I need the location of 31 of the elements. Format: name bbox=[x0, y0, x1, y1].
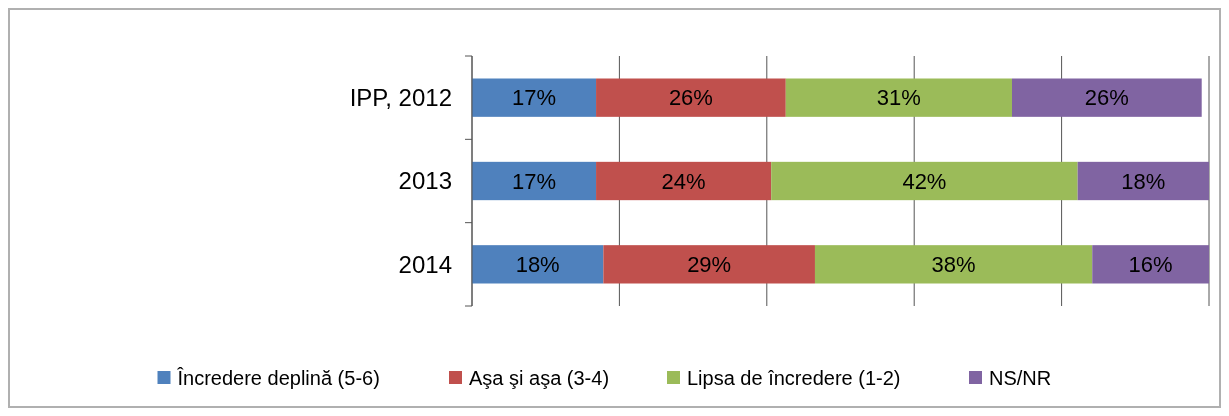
data-label: 31% bbox=[876, 85, 921, 111]
legend-label: Lipsa de încredere (1-2) bbox=[687, 367, 901, 389]
legend-label: Aşa şi aşa (3-4) bbox=[469, 367, 610, 389]
data-label: 18% bbox=[1121, 168, 1166, 194]
y-tick-label: 2013 bbox=[398, 167, 452, 195]
bar bbox=[472, 245, 604, 284]
bar bbox=[603, 245, 815, 284]
bar bbox=[814, 245, 1093, 284]
data-label: 26% bbox=[1084, 85, 1129, 111]
bar bbox=[771, 161, 1078, 201]
bar bbox=[472, 78, 597, 117]
data-label: 24% bbox=[661, 168, 706, 194]
bar bbox=[596, 161, 772, 201]
legend-label: Încredere deplină (5-6) bbox=[176, 367, 380, 389]
bar bbox=[596, 78, 786, 117]
legend-label: NS/NR bbox=[989, 367, 1052, 389]
data-label: 26% bbox=[668, 85, 713, 111]
data-label: 16% bbox=[1128, 252, 1173, 278]
y-tick-label: 2014 bbox=[398, 250, 452, 278]
bar bbox=[1092, 245, 1209, 284]
data-label: 17% bbox=[512, 85, 557, 111]
data-label: 18% bbox=[515, 252, 560, 278]
bar bbox=[472, 161, 597, 201]
data-label: 42% bbox=[902, 168, 947, 194]
bar bbox=[785, 78, 1012, 117]
bar bbox=[1011, 78, 1202, 117]
bar bbox=[1077, 161, 1209, 201]
data-label: 29% bbox=[687, 252, 732, 278]
data-label: 38% bbox=[931, 252, 976, 278]
data-label: 17% bbox=[512, 168, 557, 194]
y-tick-label: IPP, 2012 bbox=[349, 84, 452, 112]
